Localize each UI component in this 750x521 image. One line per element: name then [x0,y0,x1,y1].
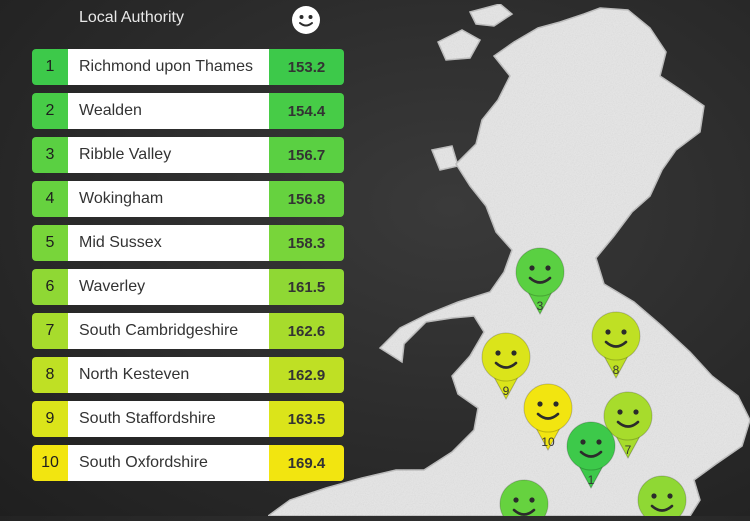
table-row: 2 Wealden 154.4 [32,93,344,129]
score-value: 169.4 [269,445,344,481]
authority-name: South Oxfordshire [68,445,269,481]
score-value: 163.5 [269,401,344,437]
authority-name: Richmond upon Thames [68,49,269,85]
table-row: 6 Waverley 161.5 [32,269,344,305]
score-value: 162.9 [269,357,344,393]
authority-name: Wokingham [68,181,269,217]
authority-name: North Kesteven [68,357,269,393]
great-britain-outline [265,7,750,517]
authority-name: Wealden [68,93,269,129]
map-marker[interactable]: 1 [566,421,616,490]
score-value: 161.5 [269,269,344,305]
score-value: 156.7 [269,137,344,173]
column-header-local-authority: Local Authority [79,9,184,26]
score-value: 156.8 [269,181,344,217]
rank-badge: 6 [32,269,68,305]
marker-smiley-icon [481,332,531,382]
rank-badge: 7 [32,313,68,349]
table-row: 9 South Staffordshire 163.5 [32,401,344,437]
marker-label: 1 [588,473,595,487]
table-row: 3 Ribble Valley 156.7 [32,137,344,173]
authority-name: Waverley [68,269,269,305]
marker-label: 8 [613,363,620,377]
score-value: 154.4 [269,93,344,129]
score-value: 158.3 [269,225,344,261]
marker-smiley-icon [515,247,565,297]
score-value: 153.2 [269,49,344,85]
authority-name: South Staffordshire [68,401,269,437]
island-north-1 [468,3,514,27]
marker-smiley-icon [523,383,573,433]
table-row: 5 Mid Sussex 158.3 [32,225,344,261]
map-marker[interactable]: 6 [637,475,687,516]
marker-label: 7 [625,443,632,457]
map-marker[interactable]: 8 [591,311,641,380]
marker-smiley-icon [499,479,549,516]
authority-name: South Cambridgeshire [68,313,269,349]
table-row: 7 South Cambridgeshire 162.6 [32,313,344,349]
map-marker[interactable]: 4 [499,479,549,516]
marker-label: 9 [503,384,510,398]
rank-badge: 4 [32,181,68,217]
marker-smiley-icon [591,311,641,361]
map-marker[interactable]: 3 [515,247,565,316]
ranking-table: 1 Richmond upon Thames 153.2 2 Wealden 1… [32,49,344,489]
rank-badge: 9 [32,401,68,437]
table-row: 4 Wokingham 156.8 [32,181,344,217]
table-row: 1 Richmond upon Thames 153.2 [32,49,344,85]
authority-name: Mid Sussex [68,225,269,261]
rank-badge: 3 [32,137,68,173]
rank-badge: 8 [32,357,68,393]
marker-smiley-icon [566,421,616,471]
rank-badge: 2 [32,93,68,129]
marker-label: 3 [537,299,544,313]
map-marker[interactable]: 9 [481,332,531,401]
map-marker[interactable]: 10 [523,383,573,452]
table-row: 10 South Oxfordshire 169.4 [32,445,344,481]
island-north-2 [437,29,482,61]
map-marker[interactable]: 7 [603,391,653,460]
marker-smiley-icon [603,391,653,441]
marker-label: 10 [541,435,555,449]
rank-badge: 1 [32,49,68,85]
rank-badge: 10 [32,445,68,481]
smiley-icon [292,6,320,34]
rank-badge: 5 [32,225,68,261]
score-value: 162.6 [269,313,344,349]
table-row: 8 North Kesteven 162.9 [32,357,344,393]
marker-smiley-icon [637,475,687,516]
authority-name: Ribble Valley [68,137,269,173]
